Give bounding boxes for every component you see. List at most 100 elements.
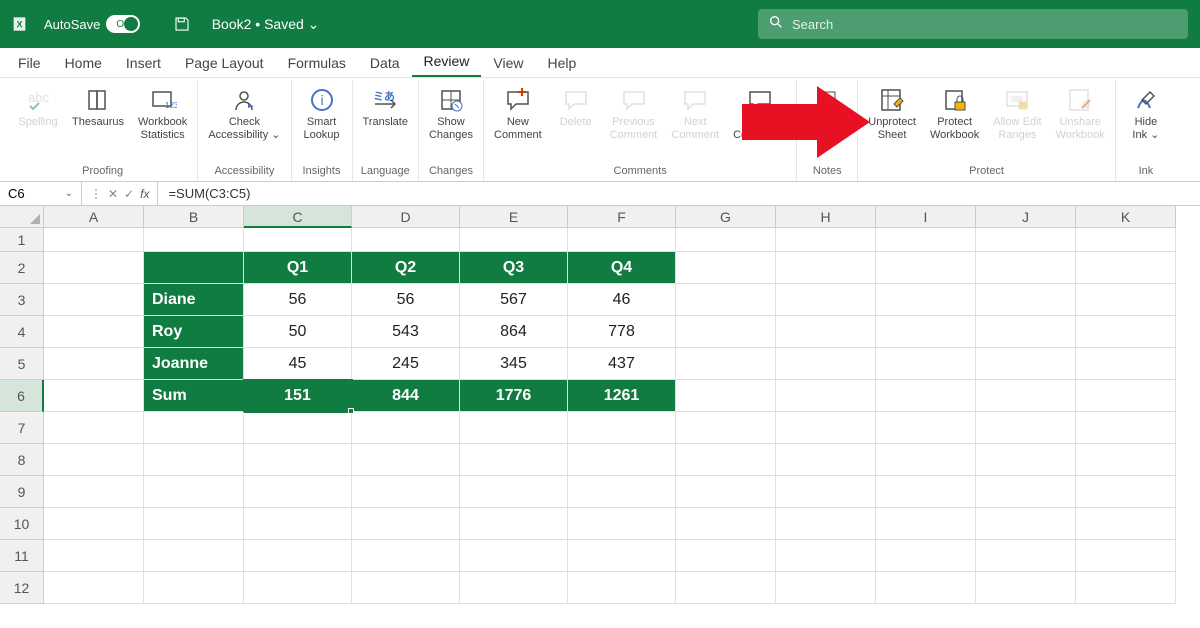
cell[interactable]: [460, 572, 568, 604]
workbook-stats-button[interactable]: 123Workbook Statistics: [132, 84, 193, 143]
cell[interactable]: [352, 228, 460, 252]
fx-icon[interactable]: fx: [140, 187, 149, 201]
cell[interactable]: [44, 252, 144, 284]
show-comments-button[interactable]: Show Comments: [727, 84, 792, 143]
menu-dots-icon[interactable]: ⋮: [90, 187, 102, 201]
cell[interactable]: [876, 228, 976, 252]
cell[interactable]: [1076, 476, 1176, 508]
thesaurus-button[interactable]: Thesaurus: [66, 84, 130, 131]
cell[interactable]: [460, 476, 568, 508]
show-changes-button[interactable]: Show Changes: [423, 84, 479, 143]
row-header[interactable]: 10: [0, 508, 44, 540]
cell[interactable]: [776, 284, 876, 316]
cell[interactable]: [352, 412, 460, 444]
tab-file[interactable]: File: [6, 49, 53, 77]
cell[interactable]: [676, 348, 776, 380]
column-header[interactable]: G: [676, 206, 776, 228]
row-header[interactable]: 3: [0, 284, 44, 316]
cell[interactable]: [144, 228, 244, 252]
cell[interactable]: [144, 252, 244, 284]
cell[interactable]: [976, 316, 1076, 348]
cell[interactable]: 864: [460, 316, 568, 348]
tab-home[interactable]: Home: [53, 49, 114, 77]
cell[interactable]: Roy: [144, 316, 244, 348]
row-header[interactable]: 2: [0, 252, 44, 284]
cell[interactable]: [876, 508, 976, 540]
search-box[interactable]: [758, 9, 1188, 39]
cell[interactable]: [144, 508, 244, 540]
cell[interactable]: [776, 228, 876, 252]
cell[interactable]: Q2: [352, 252, 460, 284]
row-header[interactable]: 7: [0, 412, 44, 444]
cell[interactable]: [876, 284, 976, 316]
cell[interactable]: [976, 444, 1076, 476]
row-header[interactable]: 12: [0, 572, 44, 604]
row-header[interactable]: 5: [0, 348, 44, 380]
hide-ink-button[interactable]: Hide Ink ⌄: [1120, 84, 1172, 143]
autosave-toggle[interactable]: AutoSave On: [44, 15, 160, 33]
document-title[interactable]: Book2 • Saved ⌄: [212, 16, 320, 33]
cell[interactable]: [876, 540, 976, 572]
cell[interactable]: [876, 252, 976, 284]
cell[interactable]: [44, 508, 144, 540]
cell[interactable]: [776, 572, 876, 604]
cell[interactable]: [976, 508, 1076, 540]
cell[interactable]: [676, 476, 776, 508]
row-header[interactable]: 4: [0, 316, 44, 348]
cell[interactable]: [776, 316, 876, 348]
cell[interactable]: [244, 444, 352, 476]
cell[interactable]: [144, 444, 244, 476]
cell[interactable]: Joanne: [144, 348, 244, 380]
cell[interactable]: [1076, 572, 1176, 604]
cell[interactable]: [144, 412, 244, 444]
cell[interactable]: [1076, 228, 1176, 252]
cell[interactable]: [144, 572, 244, 604]
cell[interactable]: [676, 284, 776, 316]
cell[interactable]: [352, 540, 460, 572]
cell[interactable]: [44, 316, 144, 348]
cell[interactable]: [676, 228, 776, 252]
cell[interactable]: [44, 380, 144, 412]
cell[interactable]: [1076, 540, 1176, 572]
cell[interactable]: [44, 284, 144, 316]
cell[interactable]: [568, 228, 676, 252]
new-comment-button[interactable]: New Comment: [488, 84, 548, 143]
cell[interactable]: 437: [568, 348, 676, 380]
notes-button[interactable]: Notes: [801, 84, 853, 131]
tab-insert[interactable]: Insert: [114, 49, 173, 77]
cell[interactable]: [244, 508, 352, 540]
cell[interactable]: [676, 444, 776, 476]
cell[interactable]: [44, 412, 144, 444]
cell[interactable]: [976, 412, 1076, 444]
tab-help[interactable]: Help: [536, 49, 589, 77]
cell[interactable]: [568, 412, 676, 444]
cell[interactable]: [876, 316, 976, 348]
cell[interactable]: [1076, 284, 1176, 316]
cell[interactable]: 45: [244, 348, 352, 380]
cell[interactable]: 151: [244, 380, 352, 412]
cell[interactable]: [352, 444, 460, 476]
cell[interactable]: [976, 572, 1076, 604]
cell[interactable]: [776, 476, 876, 508]
cell[interactable]: [44, 540, 144, 572]
cell[interactable]: [244, 572, 352, 604]
cell[interactable]: [244, 412, 352, 444]
cell[interactable]: 778: [568, 316, 676, 348]
column-header[interactable]: D: [352, 206, 460, 228]
cell[interactable]: [460, 508, 568, 540]
cell[interactable]: [876, 348, 976, 380]
cell[interactable]: [976, 252, 1076, 284]
select-all-corner[interactable]: [0, 206, 44, 228]
cell[interactable]: [1076, 252, 1176, 284]
cell[interactable]: [676, 412, 776, 444]
cell[interactable]: Q4: [568, 252, 676, 284]
column-header[interactable]: E: [460, 206, 568, 228]
cell[interactable]: Q1: [244, 252, 352, 284]
cell[interactable]: [776, 252, 876, 284]
cell[interactable]: 1776: [460, 380, 568, 412]
cell[interactable]: [244, 540, 352, 572]
cell[interactable]: [976, 348, 1076, 380]
cell[interactable]: [568, 508, 676, 540]
cell[interactable]: [1076, 380, 1176, 412]
cell[interactable]: [144, 540, 244, 572]
